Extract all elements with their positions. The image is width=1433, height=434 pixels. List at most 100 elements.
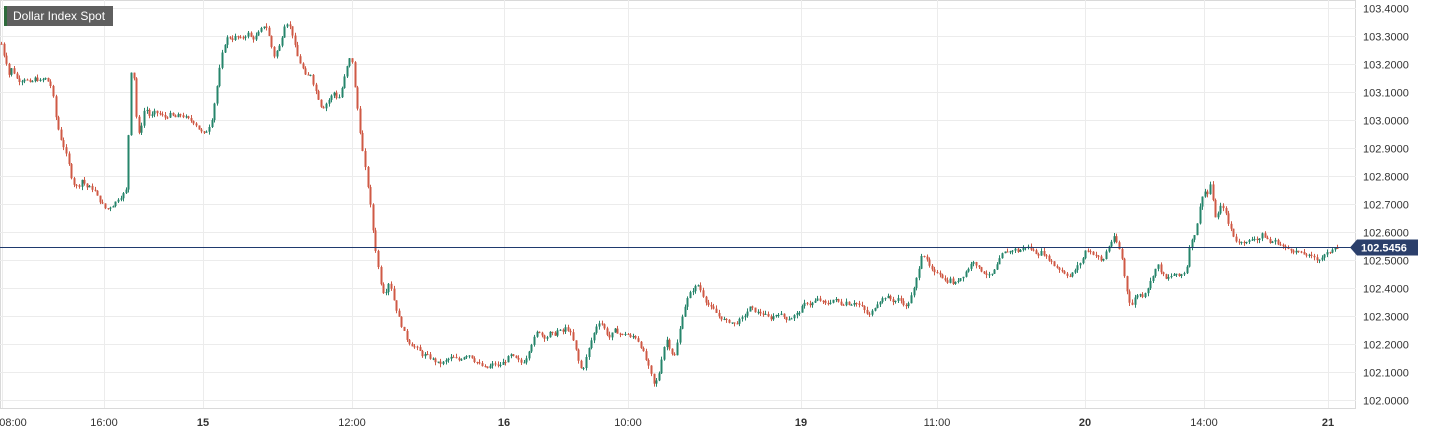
candle-body (1009, 251, 1012, 253)
candle-body (1274, 239, 1277, 242)
candle-body (814, 300, 817, 303)
candle-body (403, 326, 406, 331)
candle-body (146, 109, 149, 111)
candle-body (551, 331, 554, 333)
candle-body (164, 114, 167, 118)
candle-body (1334, 247, 1337, 250)
candle-body (265, 26, 268, 28)
candle-body (785, 317, 788, 320)
candle-body (218, 67, 221, 87)
candle-body (276, 50, 279, 57)
candle-body (744, 315, 747, 318)
candle-body (640, 341, 643, 348)
candle-body (1152, 276, 1155, 281)
candle-body (988, 274, 991, 276)
candle-body (619, 333, 622, 335)
candle-body (307, 74, 310, 76)
candle-body (1011, 250, 1014, 252)
candle-body (645, 351, 648, 361)
y-tick-label: 102.8000 (1363, 172, 1409, 184)
candle-body (478, 362, 481, 364)
y-tick-label: 102.4000 (1363, 284, 1409, 296)
candle-body (1154, 268, 1157, 277)
candle-body (845, 301, 848, 306)
candle-body (603, 324, 606, 329)
candle-body (94, 189, 97, 191)
candle-body (1180, 274, 1183, 276)
candle-body (499, 364, 502, 366)
candle-body (616, 328, 619, 334)
candle-body (611, 332, 614, 338)
candle-body (1048, 255, 1051, 261)
candle-body (777, 314, 780, 316)
candle-body (538, 331, 541, 333)
candle-body (117, 199, 120, 202)
candle-body (871, 310, 874, 315)
symbol-badge: Dollar Index Spot (4, 6, 114, 26)
candle-body (629, 334, 632, 338)
candle-body (408, 339, 411, 344)
candle-body (1225, 208, 1228, 214)
candle-body (330, 95, 333, 100)
candle-body (1261, 233, 1264, 239)
candle-body (913, 287, 916, 296)
candle-body (322, 106, 325, 109)
candle-body (481, 363, 484, 367)
candle-body (840, 301, 843, 305)
candle-body (970, 263, 973, 269)
candle-body (962, 276, 965, 279)
candle-body (606, 328, 609, 335)
candle-body (959, 278, 962, 281)
candle-body (447, 358, 450, 361)
candle-body (819, 298, 822, 301)
candle-body (1056, 266, 1059, 268)
candle-body (387, 283, 390, 293)
candle-body (484, 366, 487, 368)
candle-body (86, 183, 89, 188)
candle-body (1212, 184, 1215, 200)
candle-body (1204, 191, 1207, 197)
candle-body (1308, 254, 1311, 256)
candle-body (312, 74, 315, 85)
candle-body (868, 313, 871, 315)
candle-body (767, 313, 770, 317)
candle-body (941, 274, 944, 279)
candle-body (577, 349, 580, 361)
candle-body (174, 115, 177, 118)
candle-body (247, 32, 250, 37)
candle-body (666, 339, 669, 348)
candle-body (429, 354, 432, 359)
candle-body (1162, 272, 1165, 275)
candle-body (179, 114, 182, 116)
candle-body (933, 269, 936, 273)
candle-body (598, 323, 601, 327)
candle-body (668, 339, 671, 349)
x-tick-label: 19 (795, 417, 807, 429)
candle-body (723, 318, 726, 320)
candle-body (900, 298, 903, 301)
candle-body (632, 336, 635, 338)
candle-body (996, 264, 999, 270)
candle-body (148, 109, 151, 116)
candle-body (424, 354, 427, 357)
candle-body (861, 305, 864, 307)
candle-body (528, 351, 531, 359)
candle-body (200, 129, 203, 132)
y-tick-label: 103.0000 (1363, 116, 1409, 128)
candle-body (985, 273, 988, 275)
candle-body (627, 333, 630, 335)
candle-body (112, 206, 115, 208)
y-tick-label: 103.2000 (1363, 60, 1409, 72)
candle-body (1321, 257, 1324, 260)
candle-body (1316, 257, 1319, 261)
candle-body (673, 353, 676, 356)
candle-body (10, 68, 13, 75)
candle-body (203, 131, 206, 133)
candle-body (533, 336, 536, 345)
candle-body (244, 36, 247, 38)
x-tick-label: 10:00 (614, 417, 642, 429)
candle-body (1035, 250, 1038, 255)
candle-body (1183, 273, 1186, 275)
candle-body (1128, 291, 1131, 303)
